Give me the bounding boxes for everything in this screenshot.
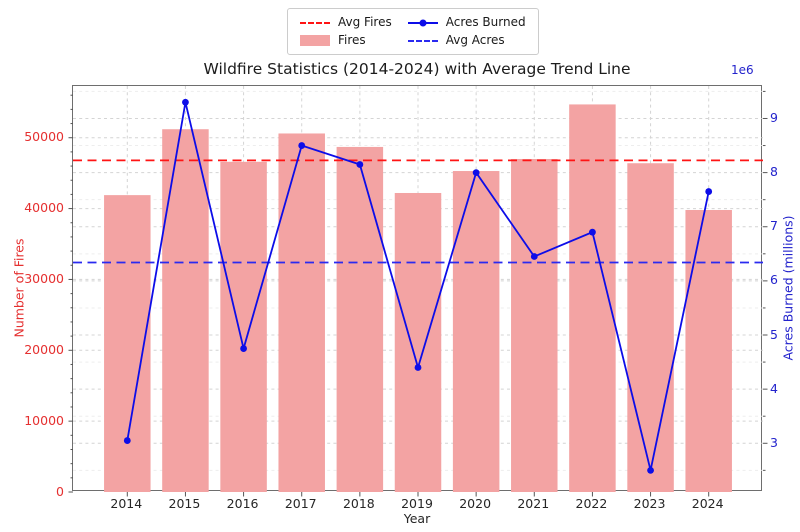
- legend-item-avg-acres: Avg Acres: [407, 33, 526, 48]
- plot-area: [68, 85, 768, 497]
- legend-item-fires: Fires: [300, 33, 392, 48]
- x-tick-label-2014: 2014: [110, 496, 143, 511]
- point-2017: [298, 142, 306, 149]
- point-2020: [472, 169, 480, 177]
- legend-label-fires: Fires: [338, 33, 366, 47]
- x-tick-label-2017: 2017: [284, 496, 317, 511]
- legend-label-avg-acres: Avg Acres: [445, 33, 505, 47]
- bar-2024: [685, 209, 732, 492]
- bar-2015: [162, 129, 209, 492]
- left-tick-label-20000: 20000: [24, 341, 64, 357]
- left-tick-label-0: 0: [56, 483, 64, 499]
- x-tick-label-2015: 2015: [168, 496, 201, 511]
- point-2019: [414, 364, 422, 371]
- bar-2019: [394, 192, 442, 492]
- point-2022: [589, 228, 596, 236]
- x-tick-label-2019: 2019: [401, 496, 433, 511]
- right-tick-label-3: 3: [770, 434, 778, 450]
- left-tick-label-30000: 30000: [24, 270, 64, 286]
- right-tick-label-8: 8: [770, 164, 778, 180]
- left-y-axis-label: Number of Fires: [11, 238, 27, 338]
- x-tick-label-2018: 2018: [342, 496, 375, 511]
- legend-item-avg-fires: Avg Fires: [300, 15, 392, 30]
- legend-label-acres-burned: Acres Burned: [445, 15, 526, 29]
- right-axis-offset-text: 1e6: [731, 63, 754, 77]
- acres-burned-line-swatch: [407, 19, 438, 26]
- point-2014: [123, 437, 131, 444]
- point-2021: [530, 253, 538, 260]
- point-2018: [356, 161, 364, 168]
- legend-item-acres-burned: Acres Burned: [407, 15, 526, 30]
- right-tick-label-6: 6: [770, 272, 778, 288]
- point-2016: [240, 345, 247, 352]
- right-tick-label-7: 7: [770, 218, 778, 234]
- right-tick-label-5: 5: [770, 326, 778, 342]
- bar-2023: [627, 163, 674, 492]
- x-tick-label-2021: 2021: [517, 496, 550, 511]
- marker-dot-icon: [419, 19, 427, 26]
- point-2024: [705, 188, 713, 195]
- chart-title: Wildfire Statistics (2014-2024) with Ave…: [203, 60, 631, 78]
- chart-legend: Avg Fires Fires Acres Burned Avg Acres: [287, 8, 539, 55]
- x-tick-label-2023: 2023: [633, 496, 666, 511]
- right-y-axis-label: Acres Burned (millions): [780, 215, 796, 361]
- left-tick-label-50000: 50000: [24, 129, 64, 145]
- x-tick-label-2020: 2020: [459, 496, 492, 511]
- x-tick-label-2022: 2022: [575, 496, 608, 511]
- avg-acres-dashed-line-swatch: [407, 39, 438, 42]
- fires-patch-swatch: [300, 35, 330, 46]
- right-tick-label-4: 4: [770, 380, 778, 396]
- point-2023: [647, 466, 654, 474]
- bar-2016: [220, 161, 267, 492]
- x-axis-label: Year: [403, 511, 431, 526]
- bar-2021: [511, 158, 558, 492]
- point-2015: [182, 98, 189, 106]
- avg-fires-dashed-line-swatch: [300, 21, 330, 24]
- bar-2018: [336, 146, 384, 492]
- x-tick-label-2016: 2016: [226, 496, 259, 511]
- left-tick-label-10000: 10000: [24, 412, 64, 428]
- x-tick-label-2024: 2024: [691, 496, 724, 511]
- right-tick-label-9: 9: [770, 109, 778, 125]
- chart-canvas: [68, 86, 768, 497]
- left-tick-label-40000: 40000: [24, 200, 64, 216]
- bar-2020: [452, 171, 500, 492]
- legend-label-avg-fires: Avg Fires: [338, 15, 392, 29]
- bar-2017: [278, 133, 325, 492]
